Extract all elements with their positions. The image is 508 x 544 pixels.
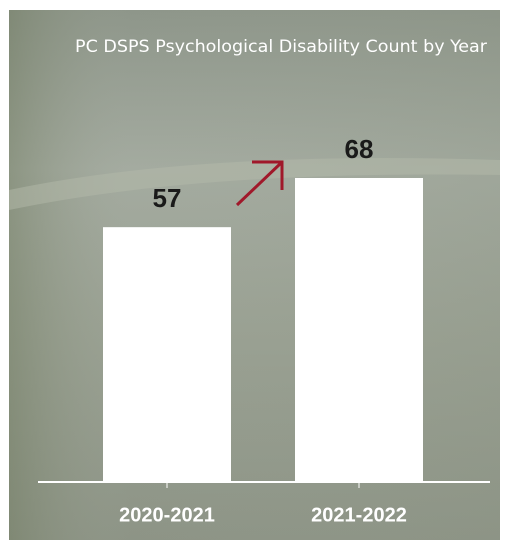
bar xyxy=(103,227,231,482)
trend-arrow xyxy=(235,160,284,207)
value-label: 68 xyxy=(345,134,374,164)
x-tick-label: 2021-2022 xyxy=(311,504,407,526)
x-tick-label: 2020-2021 xyxy=(119,504,215,526)
value-label: 57 xyxy=(153,183,182,213)
bar xyxy=(295,178,423,482)
background-stripe xyxy=(9,158,500,210)
background-shade xyxy=(9,10,500,540)
chart-title: PC DSPS Psychological Disability Count b… xyxy=(75,37,488,57)
